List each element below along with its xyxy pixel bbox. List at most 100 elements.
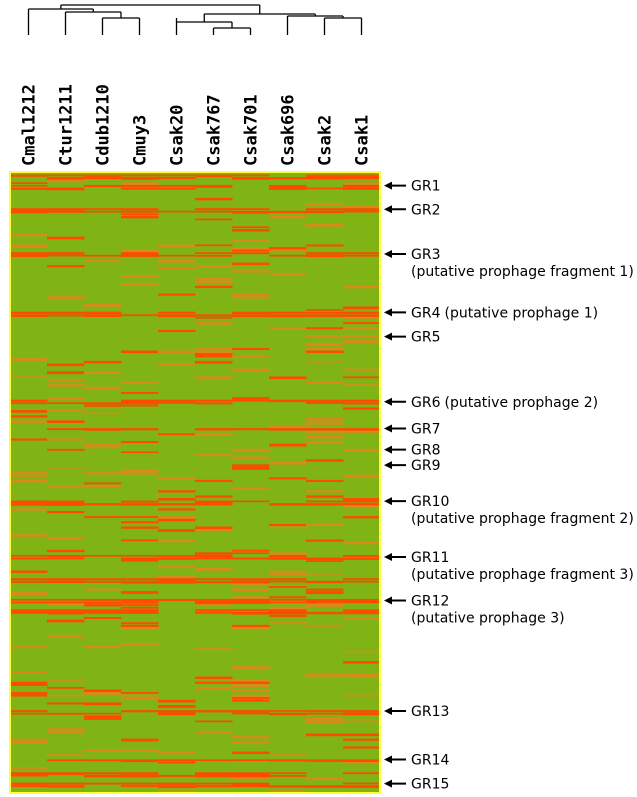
heatmap-cell	[158, 575, 196, 578]
heatmap-cell	[47, 510, 85, 514]
heatmap-cell	[47, 384, 85, 387]
heatmap-cell	[10, 402, 48, 405]
heatmap-cell	[10, 503, 48, 506]
heatmap-cell	[195, 454, 233, 457]
heatmap-cell	[343, 733, 381, 737]
heatmap-cell	[343, 428, 381, 431]
heatmap-cell	[84, 503, 122, 506]
heatmap-cell	[158, 311, 196, 314]
group-marker: GR2	[384, 202, 440, 218]
heatmap-cell	[158, 508, 196, 511]
heatmap-cell	[10, 184, 48, 187]
heatmap-cell	[121, 254, 159, 257]
heatmap-cell	[10, 410, 48, 413]
heatmap-cell	[10, 570, 48, 573]
heatmap-cell	[232, 681, 270, 684]
heatmap-cell	[10, 741, 48, 744]
heatmap-cell	[195, 353, 233, 356]
heatmap-cell	[158, 712, 196, 716]
heatmap-cell	[47, 254, 85, 257]
heatmap-cell	[47, 438, 85, 441]
heatmap-cell	[84, 412, 122, 415]
strain-label: Csak1	[353, 115, 373, 166]
heatmap-cell	[158, 782, 196, 785]
heatmap-cell	[47, 265, 85, 268]
heatmap-cell	[195, 598, 233, 602]
heatmap-cell	[10, 580, 48, 583]
heatmap-cell	[10, 557, 48, 560]
heatmap-cell	[269, 526, 307, 529]
heatmap-cell	[269, 611, 307, 615]
heatmap-cell	[269, 712, 307, 716]
heatmap-cell	[232, 598, 270, 602]
heatmap-cell	[195, 601, 233, 605]
heatmap-grid	[10, 172, 381, 793]
heatmap-cell	[158, 244, 196, 247]
heatmap-cell	[121, 785, 159, 787]
heatmap-cell	[10, 578, 48, 581]
heatmap-cell	[306, 430, 344, 433]
heatmap-cell	[195, 604, 233, 607]
heatmap-cell	[195, 611, 233, 614]
heatmap-cell	[306, 208, 344, 211]
heatmap-cell	[306, 560, 344, 562]
heatmap-cell	[84, 210, 122, 213]
arrow-head	[384, 249, 392, 258]
heatmap-cell	[195, 360, 233, 364]
heatmap-cell	[343, 782, 381, 785]
heatmap-cell	[84, 772, 122, 775]
heatmap-cell	[121, 591, 159, 594]
heatmap-cell	[10, 311, 48, 314]
heatmap-cell	[269, 790, 307, 793]
heatmap-cell	[306, 203, 344, 206]
heatmap-cell	[84, 598, 122, 601]
heatmap-cell	[10, 244, 48, 248]
arrow-head	[384, 497, 392, 506]
heatmap-cell	[121, 642, 159, 646]
heatmap-cell	[306, 402, 344, 404]
heatmap-cell	[47, 679, 85, 681]
heatmap-cell	[84, 588, 122, 591]
heatmap-cell	[121, 187, 159, 190]
group-label: GR1	[411, 179, 440, 195]
arrow-head	[384, 445, 392, 454]
heatmap-cell	[269, 477, 307, 480]
heatmap-cell	[47, 179, 85, 183]
heatmap-cell	[158, 187, 196, 190]
heatmap-cell	[195, 254, 233, 257]
heatmap-cell	[306, 712, 344, 715]
group-marker: GR4 (putative prophage 1)	[384, 305, 598, 321]
group-label: GR6 (putative prophage 2)	[411, 395, 598, 411]
heatmap-cell	[195, 197, 233, 201]
group-label: GR5	[411, 330, 440, 346]
heatmap-cell	[121, 604, 159, 606]
heatmap-cell	[306, 187, 344, 190]
heatmap-cell	[306, 459, 344, 462]
heatmap-cell	[47, 782, 85, 785]
arrow-head	[384, 596, 392, 605]
heatmap-cell	[84, 485, 122, 488]
heatmap-cell	[195, 495, 233, 498]
heatmap-cell	[47, 466, 85, 469]
heatmap-cell	[269, 580, 307, 583]
arrow-head	[384, 779, 392, 788]
heatmap-cell	[232, 249, 270, 252]
heatmap-cell	[269, 210, 307, 214]
heatmap-cell	[121, 516, 159, 518]
heatmap-cell	[306, 360, 344, 363]
heatmap-cell	[343, 650, 381, 653]
heatmap-cell	[195, 210, 233, 213]
heatmap-cell	[121, 314, 159, 317]
heatmap-cell	[158, 710, 196, 713]
heatmap-cell	[269, 249, 307, 252]
group-note: (putative prophage fragment 1)	[411, 264, 634, 280]
heatmap-cell	[306, 399, 344, 403]
heatmap-cell	[343, 376, 381, 379]
group-marker: GR3(putative prophage fragment 1)	[384, 247, 634, 280]
heatmap-cell	[232, 557, 270, 560]
heatmap-cell	[306, 717, 344, 721]
heatmap-cell	[47, 379, 85, 382]
heatmap-cell	[121, 738, 159, 742]
heatmap-cell	[269, 785, 307, 788]
heatmap-cell	[195, 316, 233, 319]
